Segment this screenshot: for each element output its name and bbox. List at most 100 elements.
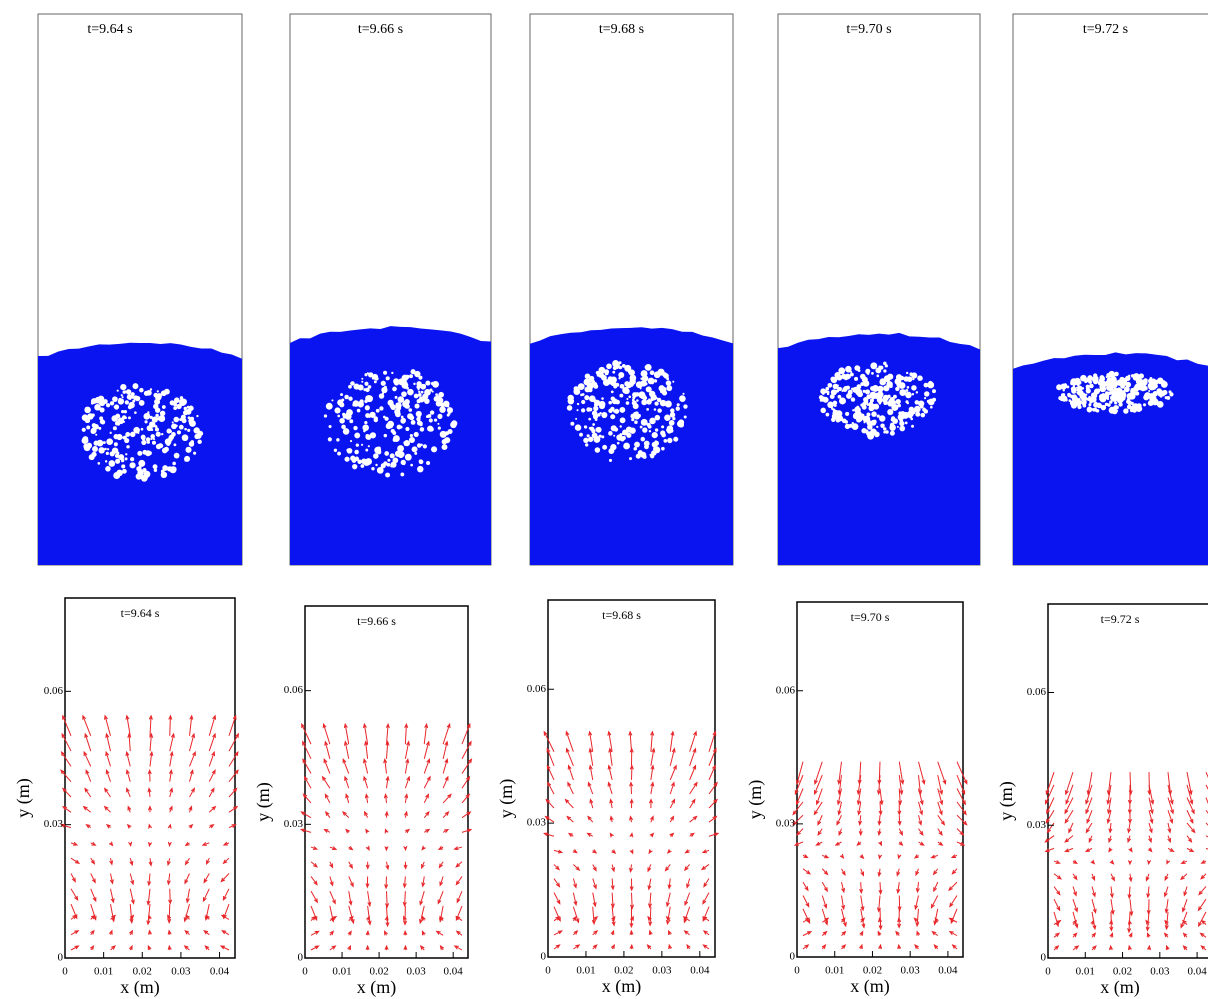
velocity-arrow: [109, 858, 114, 866]
void: [381, 392, 385, 395]
void: [431, 390, 434, 393]
velocity-arrow: [918, 775, 923, 796]
void: [635, 381, 643, 389]
void: [385, 376, 390, 381]
void: [1135, 391, 1140, 396]
velocity-arrow: [61, 805, 72, 813]
velocity-arrow: [147, 873, 152, 887]
velocity-arrow: [1165, 944, 1170, 951]
velocity-arrow: [937, 775, 944, 796]
void: [138, 400, 145, 406]
velocity-arrow: [302, 758, 312, 774]
void: [364, 373, 368, 377]
x-axis-label: x (m): [1100, 977, 1140, 998]
velocity-arrow: [321, 775, 331, 789]
void: [128, 416, 131, 420]
void: [181, 434, 189, 442]
velocity-arrow: [647, 864, 652, 873]
velocity-arrow: [384, 828, 389, 834]
void: [588, 395, 596, 402]
void: [646, 399, 652, 405]
void: [93, 440, 99, 446]
velocity-arrow: [383, 793, 388, 804]
velocity-arrow: [856, 841, 862, 847]
void: [648, 379, 652, 382]
void: [608, 400, 613, 405]
velocity-arrow: [897, 815, 902, 826]
void: [1136, 407, 1141, 413]
void: [883, 427, 887, 431]
void: [153, 417, 157, 422]
void: [376, 466, 384, 474]
void: [375, 463, 378, 467]
velocity-arrow: [898, 841, 904, 847]
void: [825, 386, 830, 391]
velocity-arrow: [932, 868, 939, 876]
void: [417, 393, 422, 397]
void: [86, 425, 91, 430]
void: [1078, 390, 1084, 396]
void: [915, 391, 919, 394]
void: [98, 447, 105, 454]
void: [862, 380, 870, 387]
void: [138, 459, 146, 467]
void: [149, 388, 153, 391]
velocity-arrow: [1167, 797, 1174, 815]
velocity-arrow: [342, 811, 350, 819]
void: [573, 386, 579, 392]
void: [126, 445, 130, 449]
velocity-arrow: [419, 945, 425, 951]
void: [892, 400, 897, 405]
velocity-arrow: [1053, 898, 1061, 912]
void: [121, 464, 126, 469]
void: [1088, 403, 1092, 407]
void: [1080, 374, 1087, 382]
void: [1128, 374, 1131, 378]
void: [416, 416, 421, 422]
void: [176, 430, 181, 435]
velocity-arrow: [362, 758, 369, 774]
void: [1153, 384, 1158, 389]
void: [585, 443, 589, 447]
void: [885, 430, 889, 434]
void: [576, 402, 580, 406]
velocity-arrow: [669, 832, 675, 838]
velocity-arrow: [950, 854, 958, 858]
velocity-arrow: [404, 757, 410, 774]
void: [869, 391, 877, 399]
void: [614, 408, 620, 414]
void: [899, 389, 907, 396]
void: [653, 379, 658, 383]
velocity-arrow: [442, 793, 452, 804]
y-tick-label: 0.06: [284, 684, 304, 696]
velocity-arrow: [897, 801, 902, 816]
void: [1131, 390, 1137, 396]
void: [121, 410, 125, 414]
void: [593, 403, 598, 407]
velocity-arrow: [365, 845, 370, 851]
void: [418, 459, 424, 465]
velocity-arrow: [148, 841, 153, 848]
velocity-arrow: [629, 906, 634, 929]
void: [123, 435, 127, 440]
velocity-arrow: [403, 930, 408, 936]
void: [570, 421, 575, 426]
velocity-arrow: [303, 775, 312, 789]
void: [1126, 404, 1132, 410]
x-tick-label: 0.02: [614, 965, 633, 977]
velocity-arrow: [930, 895, 939, 909]
velocity-arrow: [423, 775, 431, 789]
void: [889, 430, 895, 436]
velocity-arrow: [70, 888, 79, 901]
velocity-arrow: [342, 758, 350, 774]
velocity-arrow: [586, 832, 593, 837]
velocity-arrow: [702, 906, 710, 923]
void: [1164, 396, 1168, 400]
void: [116, 454, 119, 457]
velocity-arrow: [1086, 810, 1093, 825]
void: [845, 365, 852, 373]
void: [384, 385, 387, 389]
void: [927, 381, 932, 386]
velocity-arrow: [344, 775, 350, 789]
void: [1066, 385, 1070, 389]
